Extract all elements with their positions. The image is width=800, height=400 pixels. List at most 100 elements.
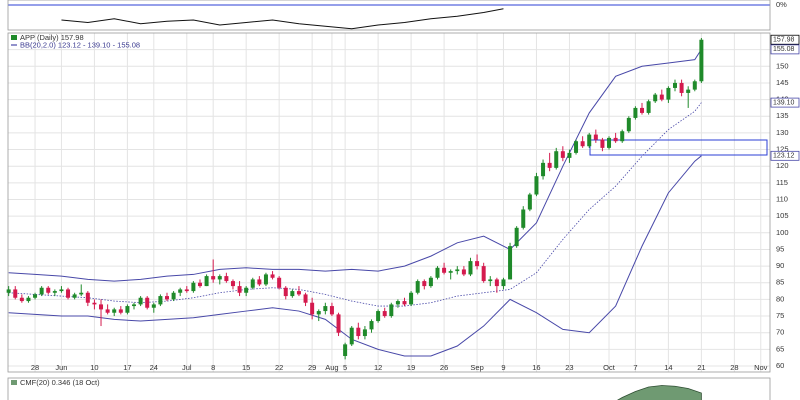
candle-body bbox=[257, 279, 262, 285]
candle-body bbox=[79, 292, 84, 295]
candle-body bbox=[395, 301, 400, 305]
band-middle bbox=[8, 102, 702, 307]
candle-body bbox=[204, 276, 209, 287]
candle-body bbox=[409, 292, 414, 305]
y-tick-label: 75 bbox=[776, 311, 784, 320]
candle-body bbox=[151, 304, 156, 308]
candle-body bbox=[554, 151, 559, 168]
candle-body bbox=[633, 107, 638, 118]
candle-body bbox=[686, 89, 691, 93]
candle-body bbox=[118, 309, 123, 313]
y-tick-label: 65 bbox=[776, 344, 784, 353]
y-tick-label: 95 bbox=[776, 244, 784, 253]
candle-body bbox=[640, 107, 645, 113]
candle-body bbox=[514, 227, 519, 247]
candle-body bbox=[211, 276, 216, 280]
x-tick-label: 16 bbox=[532, 363, 540, 372]
candle-body bbox=[99, 304, 104, 310]
y-tick-label: 135 bbox=[776, 111, 789, 120]
candle-body bbox=[6, 289, 11, 293]
candle-body bbox=[224, 276, 229, 282]
candle-body bbox=[488, 279, 493, 282]
y-tick-label: 80 bbox=[776, 294, 784, 303]
y-tick-label: 150 bbox=[776, 61, 789, 70]
y-tick-label: 70 bbox=[776, 328, 784, 337]
candle-body bbox=[303, 294, 308, 303]
candle-body bbox=[191, 282, 196, 292]
bottom-panel-frame bbox=[7, 377, 771, 400]
candle-body bbox=[66, 289, 71, 298]
x-tick-label: 29 bbox=[308, 363, 316, 372]
main-panel-frame bbox=[7, 32, 771, 373]
candle-body bbox=[13, 289, 18, 298]
candle-body bbox=[402, 301, 407, 305]
candle-body bbox=[541, 162, 546, 177]
candle-body bbox=[145, 297, 150, 308]
candle-body bbox=[283, 287, 288, 297]
candle-body bbox=[455, 269, 460, 272]
x-tick-label: 7 bbox=[633, 363, 637, 372]
candle-body bbox=[125, 306, 130, 313]
candle-body bbox=[527, 194, 532, 210]
candle-body bbox=[244, 287, 249, 293]
price-tag-label: 155.08 bbox=[773, 46, 795, 53]
candle-body bbox=[59, 289, 64, 292]
x-tick-label: 12 bbox=[374, 363, 382, 372]
candle-body bbox=[626, 117, 631, 132]
candle-body bbox=[382, 311, 387, 317]
candle-body bbox=[343, 344, 348, 357]
indicator-line bbox=[61, 8, 504, 30]
candle-body bbox=[534, 176, 539, 195]
candle-body bbox=[567, 152, 572, 158]
candle-body bbox=[666, 87, 671, 100]
x-tick-label: 17 bbox=[123, 363, 131, 372]
x-tick-label: 15 bbox=[242, 363, 250, 372]
candle-body bbox=[672, 82, 677, 88]
legend-swatch-price bbox=[11, 35, 17, 40]
y-tick-label: 100 bbox=[776, 228, 789, 237]
cmf-title: CMF(20) 0.346 (18 Oct) bbox=[20, 378, 100, 387]
y-tick-label: 125 bbox=[776, 145, 789, 154]
candle-body bbox=[178, 289, 183, 293]
x-tick-label: Nov bbox=[754, 363, 768, 372]
x-tick-label: Aug bbox=[325, 363, 338, 372]
x-tick-label: 28 bbox=[730, 363, 738, 372]
price-tag-box bbox=[770, 44, 800, 55]
price-tag-label: 139.10 bbox=[773, 99, 795, 106]
y-tick-label: 85 bbox=[776, 278, 784, 287]
candle-body bbox=[448, 271, 453, 273]
candle-body bbox=[435, 267, 440, 278]
candle-body bbox=[600, 139, 605, 148]
x-tick-label: 14 bbox=[664, 363, 672, 372]
x-tick-label: 5 bbox=[343, 363, 347, 372]
candle-body bbox=[475, 261, 480, 267]
candle-body bbox=[217, 276, 222, 280]
candle-body bbox=[653, 94, 658, 102]
candle-body bbox=[290, 291, 295, 297]
price-tag-label: 123.12 bbox=[773, 153, 795, 160]
x-tick-label: Jun bbox=[55, 363, 67, 372]
candle-body bbox=[184, 289, 189, 292]
x-tick-label: 22 bbox=[275, 363, 283, 372]
cmf-area bbox=[617, 385, 702, 400]
band-lower bbox=[8, 155, 702, 357]
mark-layer bbox=[6, 8, 704, 400]
y-tick-label: 145 bbox=[776, 78, 789, 87]
candle-body bbox=[574, 141, 579, 153]
candle-body bbox=[481, 266, 486, 282]
candle-body bbox=[270, 274, 275, 278]
x-tick-label: 8 bbox=[211, 363, 215, 372]
candle-body bbox=[428, 277, 433, 287]
candle-body bbox=[442, 267, 447, 273]
candle-body bbox=[52, 291, 57, 293]
candle-body bbox=[356, 327, 361, 337]
x-tick-label: 24 bbox=[150, 363, 158, 372]
candle-body bbox=[19, 297, 24, 302]
candle-body bbox=[46, 287, 51, 293]
candle-body bbox=[112, 309, 117, 313]
x-tick-label: 28 bbox=[31, 363, 39, 372]
candle-body bbox=[336, 314, 341, 333]
candle-body bbox=[237, 286, 242, 293]
